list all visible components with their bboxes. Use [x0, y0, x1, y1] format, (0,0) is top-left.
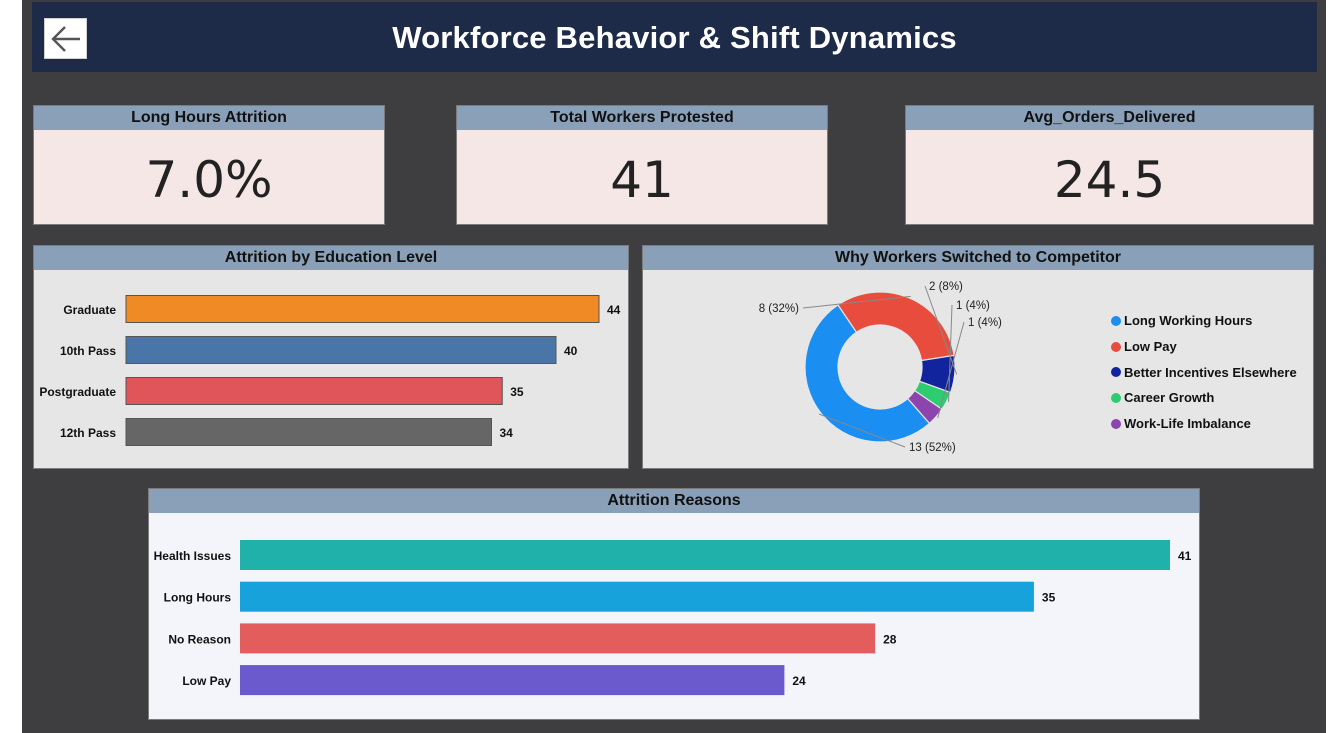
leader-line — [937, 321, 965, 419]
slice-low-pay[interactable] — [837, 291, 955, 362]
page-title: Workforce Behavior & Shift Dynamics — [392, 20, 957, 55]
bar-10th-pass[interactable] — [125, 336, 557, 364]
legend-item-career-growth[interactable]: Career Growth — [1111, 385, 1297, 411]
slice-label-low-pay: 8 (32%) — [759, 303, 799, 315]
value-label-postgraduate: 35 — [510, 385, 524, 399]
kpi-value: 24.5 — [1053, 151, 1166, 209]
slice-label-career-growth: 1 (4%) — [956, 300, 990, 312]
value-label-low-pay: 24 — [792, 674, 806, 688]
bar-health-issues[interactable] — [240, 540, 1170, 570]
competitor-switch-chart-panel[interactable]: Why Workers Switched to Competitor 13 (5… — [642, 245, 1314, 469]
legend-label: Low Pay — [1124, 339, 1177, 355]
slice-label-work-life-imbalance: 1 (4%) — [968, 317, 1002, 329]
legend-swatch — [1111, 341, 1121, 352]
kpi-value: 41 — [610, 151, 674, 209]
header-bar: Workforce Behavior & Shift Dynamics — [32, 2, 1317, 72]
leader-line — [818, 413, 906, 448]
chart-title: Attrition by Education Level — [34, 246, 628, 270]
category-label-no-reason: No Reason — [168, 632, 231, 646]
chart-title: Why Workers Switched to Competitor — [643, 246, 1313, 270]
education-bar-chart: Graduate 44 10th Pass 40 Postgraduate 35 12th … — [39, 295, 621, 446]
value-label-12th-pass: 34 — [500, 426, 514, 440]
legend-swatch — [1111, 367, 1121, 378]
legend-swatch — [1111, 392, 1121, 403]
donut-legend: Long Working Hours Low Pay Better Incentiv… — [1111, 308, 1297, 436]
slice-label-better-incentives-elsewhere: 2 (8%) — [929, 281, 963, 293]
kpi-card-total-workers-protested[interactable]: Total Workers Protested 41 — [456, 105, 828, 225]
slice-label-long-working-hours: 13 (52%) — [909, 442, 956, 454]
bar-graduate[interactable] — [125, 295, 600, 323]
dashboard-canvas: Workforce Behavior & Shift Dynamics Long… — [22, 0, 1326, 733]
leader-line — [802, 295, 911, 309]
value-label-long-hours: 35 — [1042, 591, 1056, 605]
slice-long-working-hours[interactable] — [804, 304, 931, 443]
legend-item-low-pay[interactable]: Low Pay — [1111, 334, 1297, 360]
bar-postgraduate[interactable] — [125, 377, 503, 405]
kpi-value: 7.0% — [145, 151, 273, 209]
attrition-reasons-chart-panel[interactable]: Attrition Reasons Health Issues 41 Long Ho… — [148, 488, 1200, 720]
category-label-graduate: Graduate — [63, 303, 116, 317]
back-button[interactable] — [44, 18, 87, 59]
legend-item-long-working-hours[interactable]: Long Working Hours — [1111, 308, 1297, 334]
legend-label: Long Working Hours — [1124, 313, 1253, 329]
value-label-no-reason: 28 — [883, 632, 897, 646]
kpi-title: Total Workers Protested — [457, 106, 827, 130]
kpi-title: Avg_Orders_Delivered — [906, 106, 1313, 130]
value-label-10th-pass: 40 — [564, 344, 578, 358]
legend-item-work-life-imbalance[interactable]: Work-Life Imbalance — [1111, 411, 1297, 437]
kpi-title: Long Hours Attrition — [34, 106, 384, 130]
category-label-low-pay: Low Pay — [182, 674, 231, 688]
category-label-12th-pass: 12th Pass — [60, 426, 116, 440]
kpi-card-long-hours-attrition[interactable]: Long Hours Attrition 7.0% — [33, 105, 385, 225]
category-label-10th-pass: 10th Pass — [60, 344, 116, 358]
category-label-long-hours: Long Hours — [164, 591, 232, 605]
bar-no-reason[interactable] — [240, 623, 876, 654]
value-label-graduate: 44 — [607, 303, 621, 317]
category-label-health-issues: Health Issues — [154, 549, 232, 563]
bar-low-pay[interactable] — [240, 665, 785, 696]
value-label-health-issues: 41 — [1178, 549, 1192, 563]
legend-swatch — [1111, 418, 1121, 429]
kpi-card-avg-orders-delivered[interactable]: Avg_Orders_Delivered 24.5 — [905, 105, 1314, 225]
legend-item-better-incentives-elsewhere[interactable]: Better Incentives Elsewhere — [1111, 359, 1297, 385]
bar-long-hours[interactable] — [240, 581, 1034, 612]
legend-label: Better Incentives Elsewhere — [1124, 364, 1297, 380]
bar-12th-pass[interactable] — [125, 418, 492, 446]
competitor-donut-chart: 13 (52%) 8 (32%) 2 (8%) 1 (4%) 1 (4%) — [759, 281, 1002, 454]
chart-title: Attrition Reasons — [149, 489, 1199, 513]
legend-swatch — [1111, 315, 1121, 326]
education-attrition-chart-panel[interactable]: Attrition by Education Level Graduate 44 1… — [33, 245, 629, 469]
leader-line — [924, 285, 958, 375]
legend-label: Work-Life Imbalance — [1124, 416, 1251, 432]
leader-line — [948, 304, 953, 403]
attrition-reasons-bar-chart: Health Issues 41 Long Hours 35 No Reason 28 Lo… — [154, 540, 1192, 696]
arrow-left-icon — [51, 26, 80, 52]
category-label-postgraduate: Postgraduate — [39, 385, 116, 399]
legend-label: Career Growth — [1124, 390, 1215, 406]
